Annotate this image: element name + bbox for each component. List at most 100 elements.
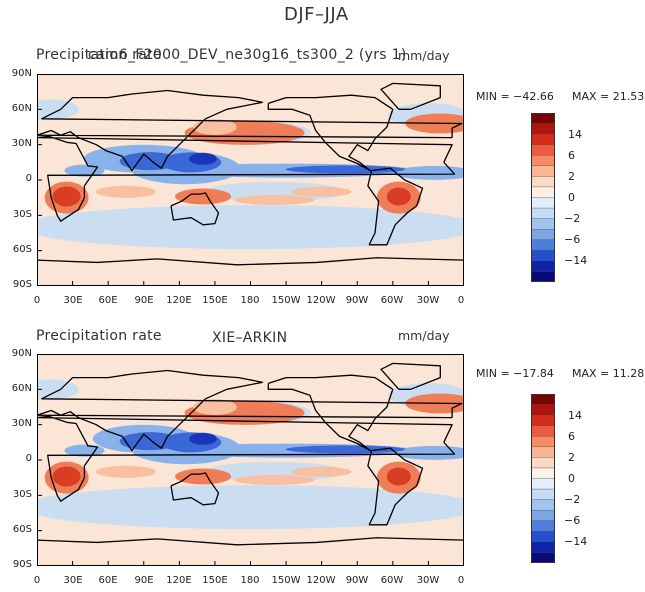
panel1-colorbar-label: 2 <box>568 170 575 183</box>
colorbar-swatch <box>531 531 555 543</box>
coastline-4 <box>267 374 394 452</box>
panel1-lon-tick: 180 <box>240 295 260 306</box>
epac-south-red <box>291 186 352 197</box>
panel1-lon-tick: 30W <box>416 295 440 306</box>
spcz-red <box>234 475 315 486</box>
colorbar-swatch <box>531 207 555 220</box>
panel2-lat-tick: 90N <box>11 348 32 359</box>
colorbar-swatch <box>531 457 555 469</box>
panel1-units: mm/day <box>398 48 450 63</box>
south-america-red-core <box>386 467 411 486</box>
map-background <box>37 74 464 286</box>
coastline-3 <box>367 167 424 246</box>
figure-title: DJF–JJA <box>284 4 349 25</box>
epac-itcz-blue <box>285 445 406 454</box>
colorbar-swatch <box>531 260 555 272</box>
deep-blue-core <box>189 432 218 445</box>
colorbar-swatch <box>531 186 555 199</box>
colorbar-swatch <box>531 404 555 416</box>
colorbar-frame <box>531 394 555 563</box>
panel2-lon-tick: 90W <box>345 575 369 586</box>
coastline-3 <box>367 447 424 526</box>
coastline-2 <box>170 472 220 506</box>
europe-blue-patch <box>37 379 79 400</box>
panel2-lat-tick: 60S <box>12 524 32 535</box>
coastline-4 <box>267 94 394 172</box>
panel1-lat-tick: 90S <box>12 279 32 290</box>
panel2-lat-tick: 0 <box>25 453 32 464</box>
coastline-2 <box>170 192 220 226</box>
colorbar-swatch <box>531 520 555 532</box>
panel1-lon-tick: 90W <box>345 295 369 306</box>
atlantic-itcz-blue <box>394 165 464 180</box>
panel2-colorbar-label: −14 <box>564 535 588 548</box>
panel1-colorbar-label: 0 <box>568 191 575 204</box>
map-background <box>37 354 464 566</box>
panel2-colorbar-label: 0 <box>568 472 575 485</box>
panel2-max-label: MAX = 11.28 <box>572 367 645 380</box>
coastline-0 <box>37 135 456 222</box>
panel1-lon-tick: 90E <box>134 295 154 306</box>
colorbar-swatch <box>531 239 555 251</box>
panel2-lon-tick: 60W <box>380 575 404 586</box>
southern-africa-red-core <box>52 186 81 207</box>
panel2-subtitle: XIE–ARKIN <box>212 330 288 346</box>
spcz-red <box>234 195 315 206</box>
panel1-colorbar-label: −6 <box>564 233 581 246</box>
panel1-colorbar-label: 6 <box>568 149 575 162</box>
africa-north-blue <box>64 164 105 177</box>
colorbar-swatch <box>531 165 555 177</box>
indian-ocean-red <box>95 185 156 198</box>
panel2-colorbar-label: 6 <box>568 430 575 443</box>
colorbar-swatch <box>531 123 555 135</box>
panel2-colorbar <box>531 394 555 563</box>
panel2-lon-tick: 60E <box>98 575 118 586</box>
panel1-lon-tick: 120E <box>166 295 192 306</box>
panel1-lon-tick: 60W <box>380 295 404 306</box>
colorbar-swatch <box>531 228 555 241</box>
panel1-lon-tick: 150E <box>202 295 228 306</box>
pacific-blue-patch <box>204 181 345 202</box>
colorbar-swatch <box>531 218 555 230</box>
panel1-lon-tick: 30E <box>63 295 83 306</box>
epac-south-red <box>291 466 352 477</box>
panel2-lat-tick: 90S <box>12 559 32 570</box>
colorbar-swatch <box>531 394 555 406</box>
panel2-lat-tick: 30S <box>12 489 32 500</box>
panel1-lon-tick: 150W <box>271 295 301 306</box>
colorbar-swatch <box>531 552 555 563</box>
colorbar-swatch <box>531 144 555 156</box>
colorbar-swatch <box>531 509 555 522</box>
panel1-subtitle: cam6_F2000_DEV_ne30g16_ts300_2 (yrs 1) <box>88 47 407 63</box>
colorbar-swatch <box>531 113 555 125</box>
africa-north-blue <box>64 444 105 457</box>
pacific-blue-patch <box>204 461 345 482</box>
panel2-lon-tick: 90E <box>134 575 154 586</box>
panel2-lon-tick: 180 <box>240 575 260 586</box>
panel1-max-label: MAX = 21.53 <box>572 90 645 103</box>
colorbar-swatch <box>531 271 555 282</box>
epac-itcz-blue <box>285 165 406 174</box>
panel2-lon-tick: 30W <box>416 575 440 586</box>
panel1-title: Precipitation rate <box>36 47 162 63</box>
panel2-colorbar-label: −2 <box>564 493 581 506</box>
kuroshio-red <box>192 119 237 135</box>
panel2-lon-tick: 0 <box>457 575 465 586</box>
panel2-colorbar-label: 2 <box>568 451 575 464</box>
panel1-lat-tick: 90N <box>11 68 32 79</box>
colorbar-swatch <box>531 155 555 167</box>
panel2-colorbar-label: 14 <box>568 409 582 422</box>
panel2-lon-tick: 120E <box>166 575 192 586</box>
panel1-lon-tick: 120W <box>306 295 336 306</box>
southern-blue-band <box>37 485 464 530</box>
coastline-1 <box>37 369 463 452</box>
panel2-lat-tick: 60N <box>11 383 32 394</box>
colorbar-swatch <box>531 488 555 501</box>
colorbar-swatch <box>531 250 555 262</box>
colorbar-swatch <box>531 436 555 448</box>
panel2-title: Precipitation rate <box>36 328 162 344</box>
panel2-lon-tick: 120W <box>306 575 336 586</box>
panel2-lon-tick: 0 <box>33 575 41 586</box>
panel1-lat-tick: 60N <box>11 103 32 114</box>
panel1-colorbar-label: 14 <box>568 128 582 141</box>
